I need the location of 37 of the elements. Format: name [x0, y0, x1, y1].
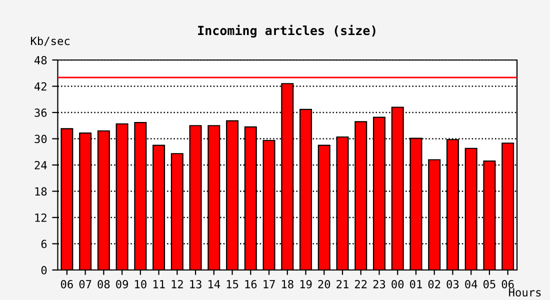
x-tick-label: 07 [79, 280, 92, 288]
x-tick-label: 23 [373, 280, 386, 288]
x-tick-label: 11 [153, 280, 165, 288]
y-tick-label: 42 [34, 82, 46, 90]
x-tick-label: 15 [226, 280, 238, 288]
y-axis-title: Kb/sec [30, 36, 70, 46]
y-tick-label: 0 [41, 266, 47, 274]
x-tick-label: 01 [410, 280, 422, 288]
y-tick-label: 18 [35, 187, 47, 196]
x-tick-label: 03 [446, 280, 459, 288]
x-tick-label: 17 [264, 280, 275, 288]
x-tick-label: 08 [98, 280, 110, 288]
x-tick-label: 06 [60, 280, 73, 288]
y-tick-label: 48 [34, 56, 47, 64]
x-tick-label: 19 [300, 280, 312, 288]
x-tick-label: 04 [465, 280, 478, 288]
x-tick-label: 20 [318, 280, 330, 288]
x-tick-label: 00 [392, 280, 404, 288]
y-tick-label: 6 [41, 240, 47, 248]
x-tick-label: 05 [483, 280, 496, 288]
x-tick-label: 13 [190, 280, 202, 288]
x-tick-label: 21 [336, 280, 348, 288]
chart-title: Incoming articles (size) [198, 24, 376, 38]
x-tick-label: 16 [245, 280, 257, 288]
x-tick-label: 02 [428, 280, 440, 288]
x-tick-label: 14 [208, 280, 220, 288]
x-tick-label: 12 [172, 280, 183, 288]
x-tick-label: 22 [354, 280, 367, 288]
x-tick-label: 18 [282, 280, 294, 288]
x-tick-label: 09 [116, 280, 128, 288]
y-tick-label: 12 [35, 214, 46, 222]
x-axis-title: Hours [509, 288, 541, 297]
y-tick-label: 36 [34, 108, 47, 117]
x-tick-label: 10 [135, 280, 146, 288]
y-tick-label: 24 [34, 161, 47, 170]
y-tick-label: 30 [34, 134, 47, 144]
x-tick-label: 06 [502, 280, 514, 288]
